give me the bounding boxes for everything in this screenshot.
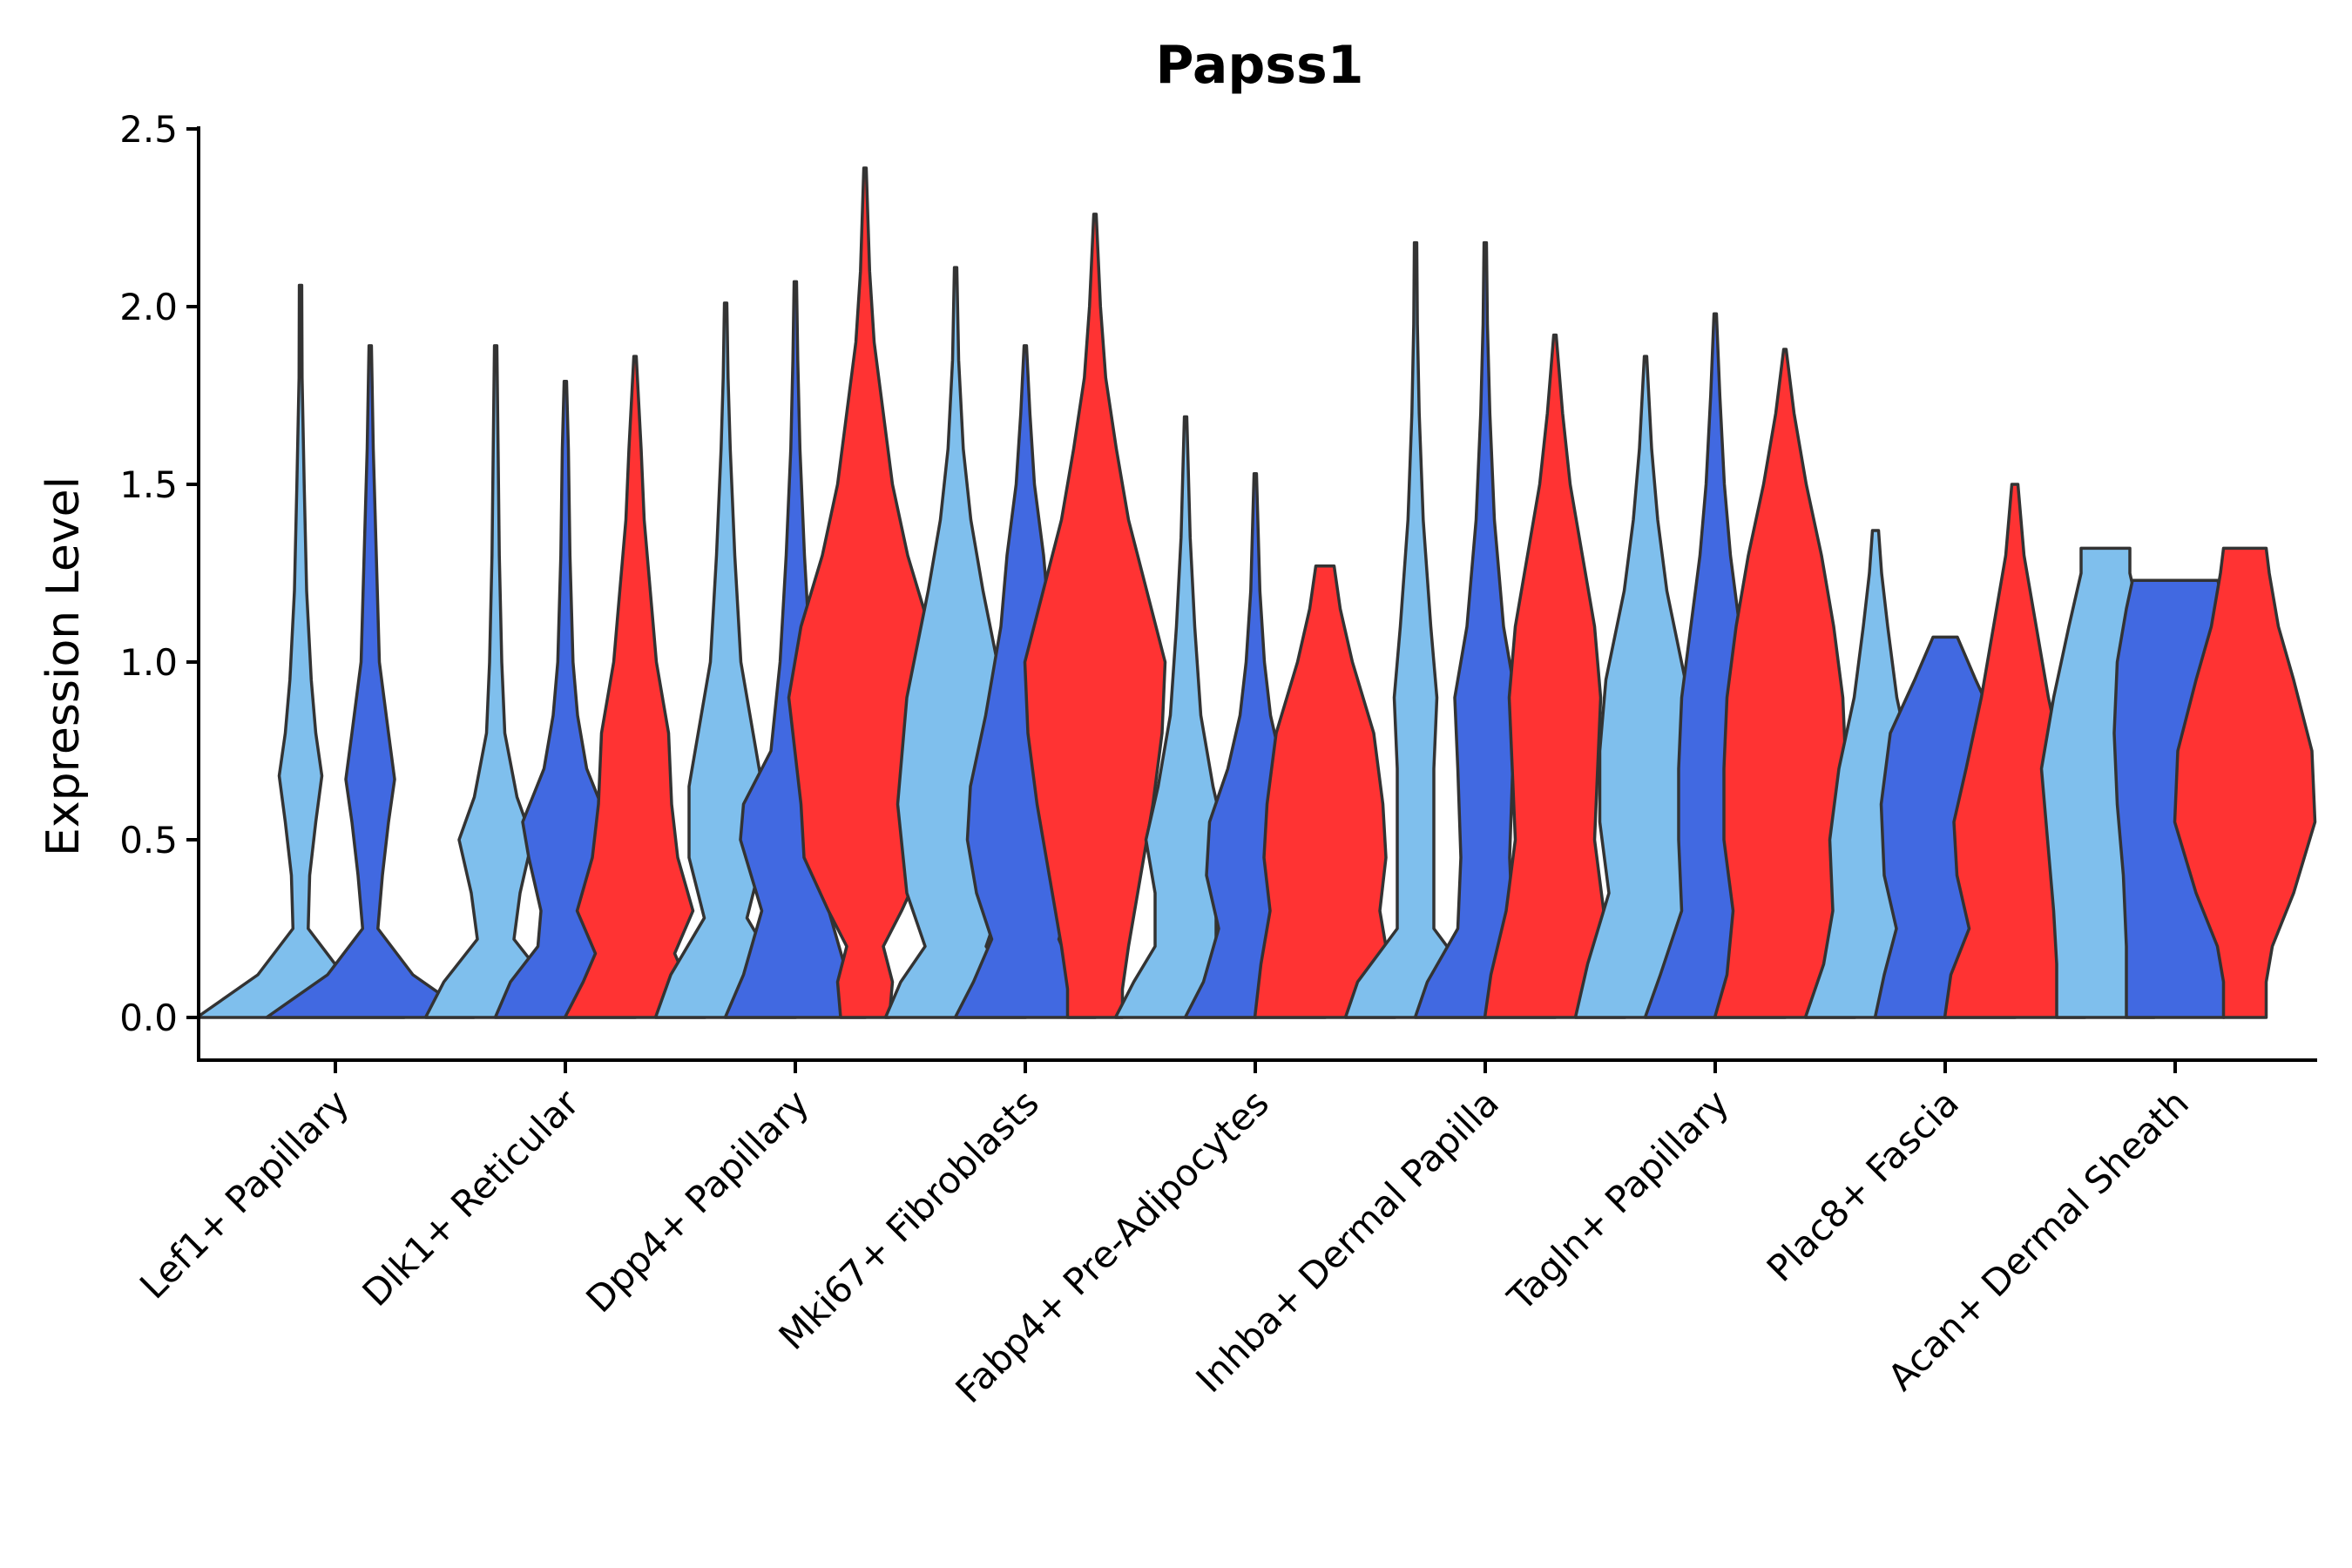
violin-inhba-dermal-papilla-3 bbox=[1483, 333, 1627, 1019]
violin-series bbox=[195, 166, 2317, 1019]
x-tick-label: Mki67+ Fibroblasts bbox=[771, 1081, 1047, 1357]
violin-inhba-dermal-papilla-1 bbox=[1343, 240, 1488, 1019]
x-tick-label: Plac8+ Fascia bbox=[1759, 1081, 1967, 1289]
violin-lef1-papillary-1 bbox=[195, 283, 406, 1019]
y-tick-label: 1.0 bbox=[119, 641, 178, 684]
chart-title: Papss1 bbox=[1156, 35, 1364, 96]
y-axis: 0.0 0.5 1.0 1.5 2.0 2.5 bbox=[119, 108, 200, 1060]
violin-fabp4-pre-adipocytes-3 bbox=[1253, 564, 1397, 1019]
y-tick-label: 2.5 bbox=[119, 108, 178, 151]
violin-dlk1-reticular-3 bbox=[563, 355, 707, 1019]
x-tick-label: Lef1+ Papillary bbox=[132, 1081, 357, 1307]
violin-acan-dermal-sheath-3 bbox=[2173, 546, 2317, 1019]
violin-lef1-papillary-2 bbox=[265, 344, 476, 1019]
y-tick-label: 2.0 bbox=[119, 286, 178, 328]
y-tick-label: 0.0 bbox=[119, 997, 178, 1039]
violin-dlk1-reticular-1 bbox=[423, 344, 568, 1019]
y-axis-label: Expression Level bbox=[37, 476, 90, 856]
y-tick-label: 0.5 bbox=[119, 819, 178, 862]
x-tick-label: Dlk1+ Reticular bbox=[355, 1081, 588, 1315]
x-tick-label: Tagln+ Papillary bbox=[1499, 1081, 1737, 1319]
x-tick-label: Dpp4+ Papillary bbox=[578, 1081, 817, 1321]
y-tick-label: 1.5 bbox=[119, 463, 178, 506]
